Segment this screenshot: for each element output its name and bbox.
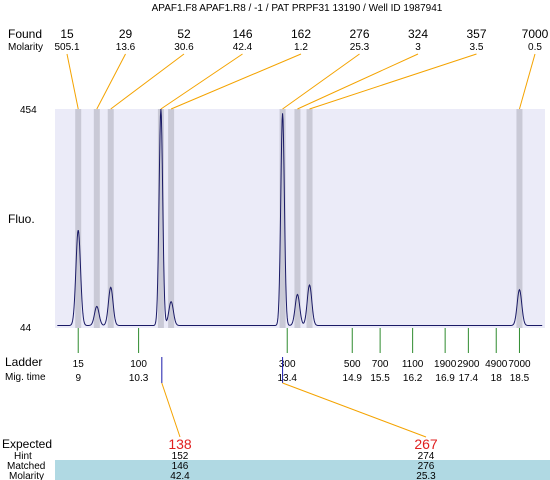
found-size-label: 162 (291, 27, 311, 41)
peak-band (107, 109, 114, 328)
peak-connector (160, 53, 243, 110)
found-molarity-label: 3.5 (470, 42, 484, 53)
peak-connector (96, 53, 126, 110)
molarity-label: Molarity (8, 42, 43, 53)
peak-band (516, 109, 523, 328)
found-size-label: 52 (177, 27, 191, 41)
expected-size: 267 (414, 436, 438, 452)
peak-band (75, 109, 82, 328)
fluorescence-trace (57, 108, 543, 326)
ladder-label: Ladder (5, 355, 42, 369)
peak-connector (282, 53, 360, 110)
hint-label: Hint (14, 451, 32, 462)
y-tick-bottom: 44 (20, 323, 32, 334)
matched-value: 146 (172, 461, 189, 472)
peak-bands (75, 109, 523, 328)
ladder-mig-time-label: 18.5 (510, 373, 530, 384)
found-size-label: 276 (349, 27, 369, 41)
peak-band (294, 109, 301, 328)
ladder-mig-time-label: 13.4 (277, 373, 297, 384)
ladder-size-label: 7000 (508, 359, 531, 370)
found-molarity-label: 505.1 (54, 42, 79, 53)
ladder-size-label: 1900 (434, 359, 457, 370)
molarity-row-band (55, 470, 550, 480)
peak-band (279, 109, 286, 328)
ladder-mig-time-label: 10.3 (129, 373, 149, 384)
peak-connectors (66, 53, 536, 110)
expected-size: 138 (168, 436, 192, 452)
found-size-label: 324 (408, 27, 428, 41)
ladder-ticks: 15 9 100 10.3 300 13.4 500 14.9 700 15.5 1100 16.2 1… (73, 328, 531, 384)
ladder-size-label: 2900 (457, 359, 480, 370)
ladder-size-label: 1100 (402, 359, 424, 370)
hint-value: 152 (172, 451, 189, 462)
ladder-size-label: 300 (279, 359, 296, 370)
expected-molarity-value: 42.4 (170, 471, 190, 480)
peak-connector (170, 53, 302, 110)
ladder-size-label: 500 (344, 359, 361, 370)
expected-molarity-value: 25.3 (416, 471, 436, 480)
expected-connectors (161, 357, 427, 438)
ladder-mig-time-label: 9 (75, 373, 81, 384)
matched-value: 276 (418, 461, 435, 472)
ladder-mig-time-label: 14.9 (343, 373, 363, 384)
y-tick-top: 454 (20, 105, 37, 116)
found-size-label: 29 (119, 27, 133, 41)
expected-connector (282, 382, 427, 438)
found-size-label: 146 (232, 27, 252, 41)
peak-band (306, 109, 313, 328)
found-size-label: 15 (60, 27, 74, 41)
peak-connector (66, 53, 79, 110)
found-size-label: 7000 (522, 27, 549, 41)
peak-connector (297, 53, 419, 110)
peak-connector (110, 53, 185, 110)
peak-band (157, 109, 164, 328)
chart-title: APAF1.F8 APAF1.R8 / -1 / PAT PRPF31 1319… (152, 3, 443, 14)
ladder-mig-time-label: 15.5 (370, 373, 390, 384)
peak-connector (309, 53, 477, 110)
ladder-size-label: 700 (372, 359, 389, 370)
found-molarity-label: 30.6 (174, 42, 194, 53)
peak-band (168, 109, 175, 328)
found-molarity-label: 3 (415, 42, 421, 53)
y-axis-label: Fluo. (8, 212, 35, 226)
molarity-bottom-label: Molarity (9, 471, 44, 480)
hint-value: 274 (418, 451, 435, 462)
found-molarity-label: 0.5 (528, 42, 542, 53)
peak-band (93, 109, 100, 328)
ladder-size-label: 15 (73, 359, 85, 370)
found-size-label: 357 (466, 27, 486, 41)
ladder-size-label: 4900 (485, 359, 508, 370)
found-label: Found (8, 27, 42, 41)
ladder-mig-time-label: 17.4 (459, 373, 479, 384)
found-molarity-label: 42.4 (233, 42, 253, 53)
ladder-size-label: 100 (130, 359, 147, 370)
ladder-mig-time-label: 16.9 (435, 373, 455, 384)
ladder-mig-time-label: 16.2 (403, 373, 423, 384)
found-molarity-label: 1.2 (294, 42, 308, 53)
found-molarity-label: 25.3 (350, 42, 370, 53)
peak-connector (518, 53, 536, 110)
matched-row-band (55, 460, 550, 471)
mig-time-label: Mig. time (5, 372, 46, 383)
expected-connector (161, 382, 181, 438)
found-molarity-label: 13.6 (116, 42, 136, 53)
ladder-mig-time-label: 18 (491, 373, 503, 384)
matched-label: Matched (7, 461, 45, 472)
expected-label: Expected (2, 437, 52, 451)
